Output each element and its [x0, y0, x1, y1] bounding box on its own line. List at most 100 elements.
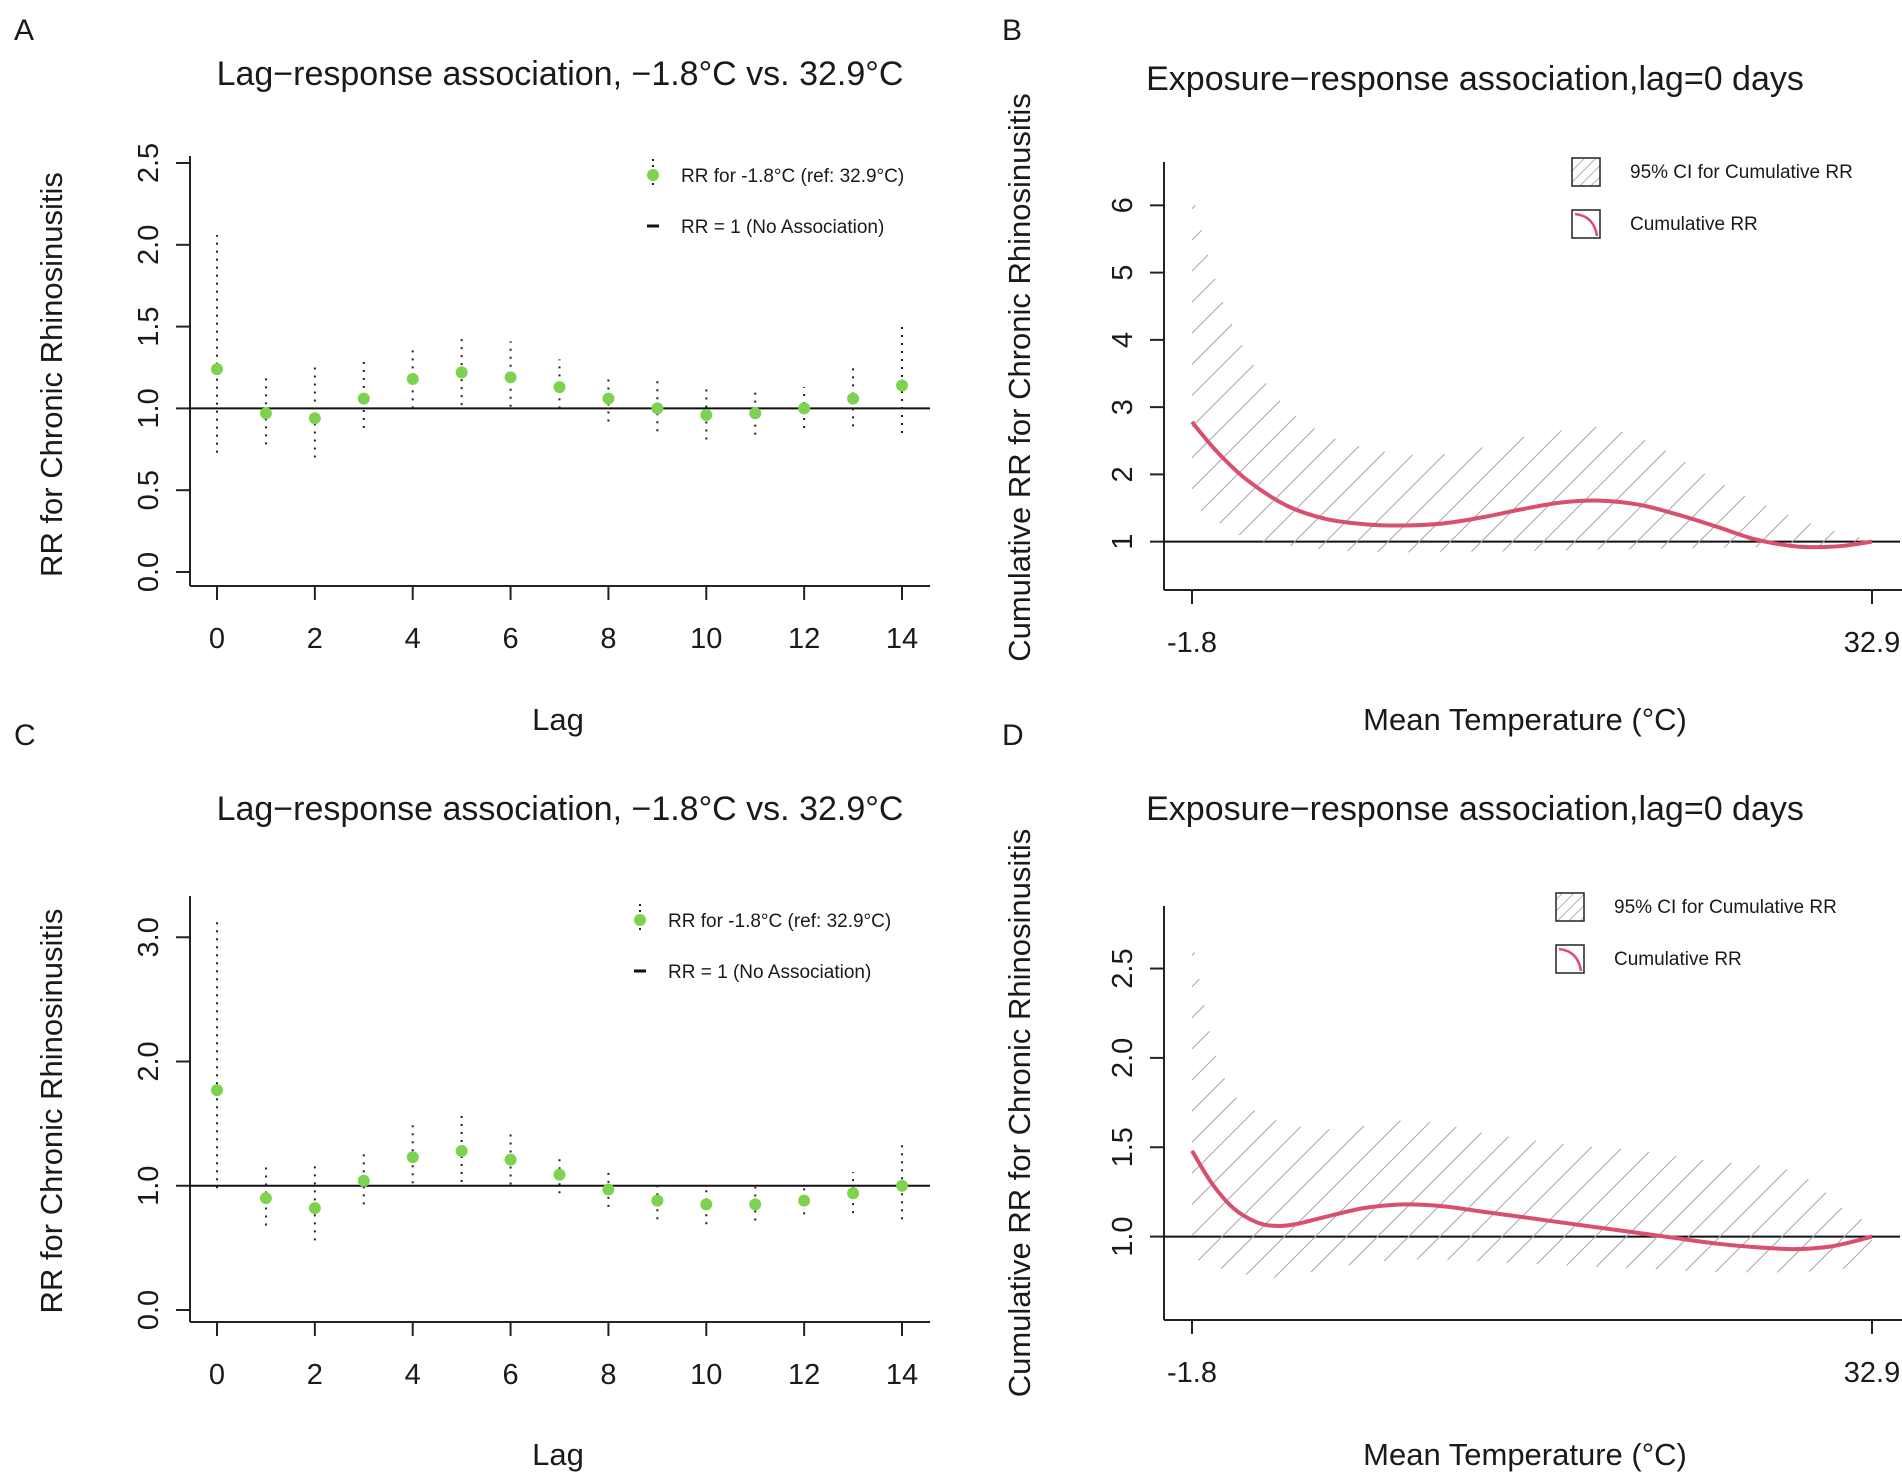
ci-band — [1192, 191, 1872, 553]
y-tick-label: 1.0 — [1107, 1216, 1139, 1256]
y-tick-label: 2.5 — [133, 143, 165, 183]
y-tick-label: 1.5 — [133, 306, 165, 346]
legend-entry-ci: 95% CI for Cumulative RR — [1614, 897, 1837, 918]
y-tick-label: 5 — [1107, 265, 1139, 281]
chart-title: Lag−response association, −1.8°C vs. 32.… — [217, 790, 904, 828]
rr-point — [847, 1187, 860, 1200]
y-tick-label: 3.0 — [133, 917, 165, 957]
legend-line-swatch — [1555, 944, 1585, 974]
legend-point-sample — [634, 914, 646, 926]
legend-entry-reference: RR = 1 (No Association) — [668, 962, 871, 983]
x-tick-label: 14 — [886, 1359, 918, 1391]
legend-line-swatch — [1571, 209, 1601, 239]
y-axis-label: RR for Chronic Rhinosinusitis — [34, 909, 69, 1314]
rr-point — [749, 1198, 762, 1211]
rr-point — [798, 402, 811, 415]
rr-point — [847, 392, 860, 405]
rr-point — [553, 381, 566, 394]
cumulative-rr-line — [1190, 1149, 1873, 1252]
x-tick-label: 32.9 — [1844, 627, 1900, 659]
rr-point — [504, 1153, 517, 1166]
chart-title: Exposure−response association,lag=0 days — [1146, 790, 1804, 828]
x-tick-label: 2 — [307, 1359, 323, 1391]
y-tick-label: 0.0 — [133, 552, 165, 592]
rr-point — [651, 1194, 664, 1207]
x-tick-label: 6 — [503, 1359, 519, 1391]
y-tick-label: 2.0 — [1107, 1038, 1139, 1078]
panel-d: D Exposure−response association,lag=0 day… — [1002, 719, 1902, 1472]
y-tick-label: 2.0 — [133, 1041, 165, 1081]
legend-entry-ci: 95% CI for Cumulative RR — [1630, 162, 1853, 183]
rr-point — [406, 1151, 419, 1164]
x-tick-label: 8 — [600, 623, 616, 655]
y-tick-label: 6 — [1107, 197, 1139, 213]
y-tick-label: 1.0 — [133, 388, 165, 428]
rr-point — [602, 1183, 615, 1196]
rr-point — [308, 1202, 321, 1215]
rr-point — [211, 1084, 223, 1097]
y-tick-label: 2.0 — [133, 225, 165, 265]
x-tick-label: 4 — [405, 623, 421, 655]
rr-point — [455, 1144, 468, 1157]
rr-point — [357, 392, 370, 405]
y-tick-label: 2.5 — [1107, 948, 1139, 988]
rr-point — [259, 1192, 272, 1205]
x-tick-label: 14 — [886, 623, 918, 655]
y-tick-label: 4 — [1107, 332, 1139, 348]
x-tick-label: -1.8 — [1167, 627, 1217, 659]
legend-line-sample — [1574, 212, 1599, 237]
x-tick-label: 6 — [503, 623, 519, 655]
x-tick-label: 2 — [307, 623, 323, 655]
y-axis-label: Cumulative RR for Chronic Rhinosinusitis — [1002, 829, 1037, 1398]
y-tick-label: 3 — [1107, 399, 1139, 415]
rr-point — [259, 407, 272, 420]
panel-letter: A — [14, 14, 34, 47]
legend-point-sample — [647, 169, 659, 181]
y-tick-label: 1 — [1107, 534, 1139, 550]
x-axis-label: Lag — [532, 1437, 584, 1472]
panel-letter: C — [14, 719, 36, 752]
rr-point — [700, 1198, 713, 1211]
x-tick-label: 10 — [690, 623, 722, 655]
x-tick-label: 12 — [788, 1359, 820, 1391]
legend-ci-swatch — [1555, 892, 1585, 922]
panel-letter: B — [1002, 14, 1022, 47]
x-tick-label: -1.8 — [1167, 1357, 1217, 1389]
legend-entry-cumulative: Cumulative RR — [1614, 949, 1742, 970]
rr-point — [504, 371, 517, 384]
panel-a: A Lag−response association, −1.8°C vs. 32… — [14, 14, 930, 737]
x-axis-label: Mean Temperature (°C) — [1363, 702, 1687, 737]
rr-point — [406, 372, 419, 385]
panel-letter: D — [1002, 719, 1024, 752]
rr-point — [896, 1179, 908, 1192]
x-tick-label: 4 — [405, 1359, 421, 1391]
y-axis-label: Cumulative RR for Chronic Rhinosinusitis — [1002, 93, 1037, 662]
x-tick-label: 0 — [209, 1359, 225, 1391]
rr-point — [211, 363, 223, 376]
x-tick-label: 32.9 — [1844, 1357, 1900, 1389]
y-tick-label: 2 — [1107, 466, 1139, 482]
cumulative-rr-line — [1190, 420, 1873, 550]
x-axis-label: Mean Temperature (°C) — [1363, 1437, 1687, 1472]
rr-point — [798, 1194, 811, 1207]
legend-line-sample — [1558, 947, 1583, 972]
ci-band — [1192, 936, 1872, 1278]
y-tick-label: 1.5 — [1107, 1127, 1139, 1167]
legend-entry-rr: RR for -1.8°C (ref: 32.9°C) — [681, 166, 904, 187]
panel-b: B Exposure−response association,lag=0 day… — [1002, 14, 1902, 737]
rr-point — [749, 407, 762, 420]
rr-point — [308, 412, 321, 425]
panel-c: C Lag−response association, −1.8°C vs. 32… — [14, 719, 930, 1472]
rr-point — [455, 366, 468, 379]
rr-point — [700, 408, 713, 421]
chart-title: Exposure−response association,lag=0 days — [1146, 60, 1804, 98]
x-tick-label: 0 — [209, 623, 225, 655]
y-axis-label: RR for Chronic Rhinosinusitis — [34, 172, 69, 577]
legend-entry-rr: RR for -1.8°C (ref: 32.9°C) — [668, 911, 891, 932]
x-tick-label: 8 — [600, 1359, 616, 1391]
legend-entry-reference: RR = 1 (No Association) — [681, 217, 884, 238]
rr-point — [651, 402, 664, 415]
rr-point — [896, 379, 908, 392]
y-tick-label: 0.0 — [133, 1290, 165, 1330]
